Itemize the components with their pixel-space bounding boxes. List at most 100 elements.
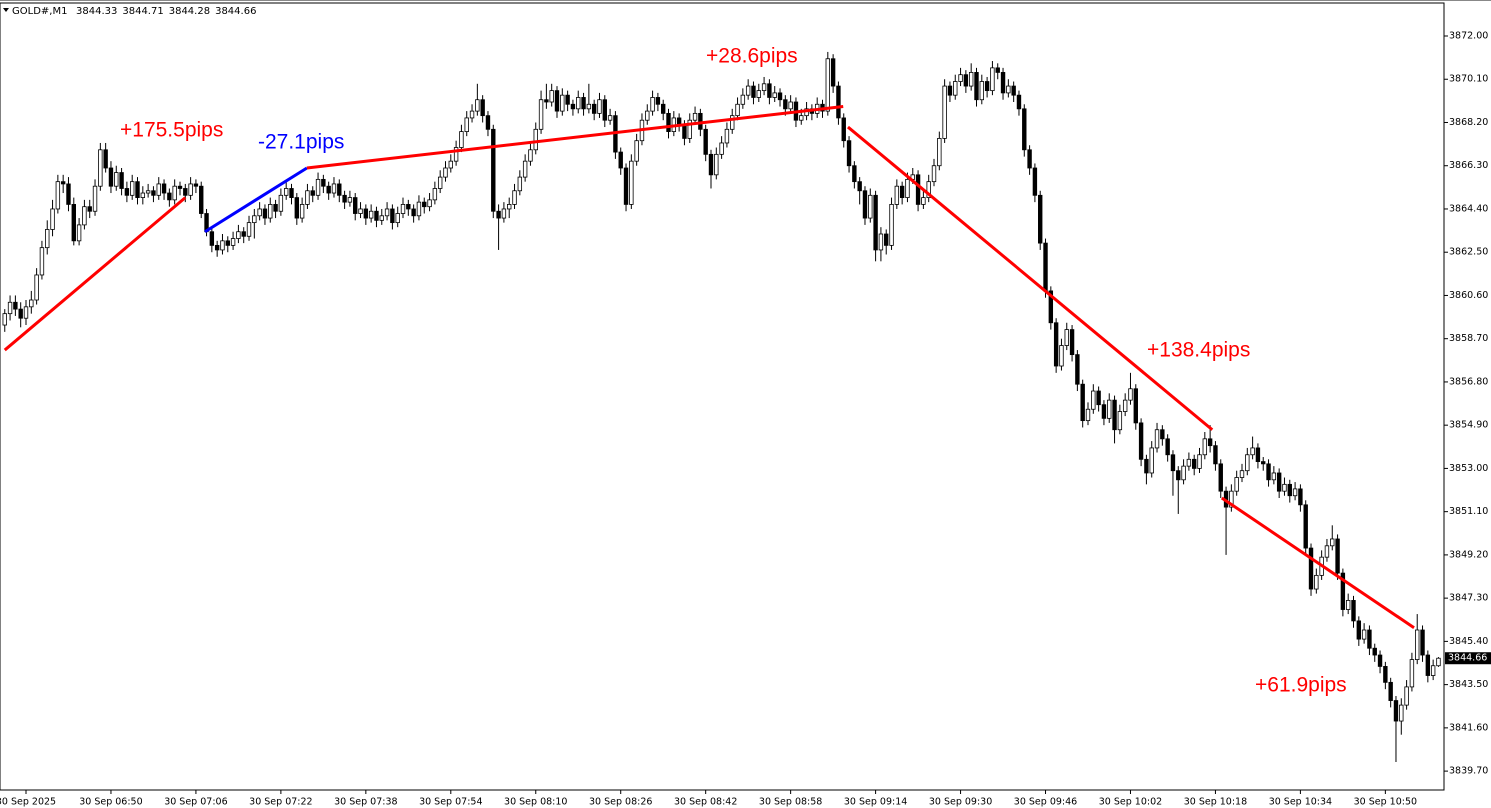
candle-body	[416, 201, 422, 217]
candle-body	[480, 99, 485, 117]
candle-body	[984, 81, 990, 92]
candle-body	[772, 92, 777, 98]
candle-body	[321, 178, 326, 187]
candle-body	[576, 97, 581, 110]
candle-body	[13, 301, 18, 310]
candle-body	[1000, 72, 1006, 94]
candle-body	[751, 85, 756, 98]
candle-body	[937, 138, 942, 167]
candle-body	[512, 190, 517, 205]
candle-body	[50, 208, 55, 230]
candle-body	[1053, 322, 1059, 367]
candle-body	[682, 124, 687, 139]
candle-body	[283, 188, 289, 196]
candle-body	[66, 183, 71, 205]
candle-body	[554, 90, 560, 112]
candle-body	[76, 224, 82, 242]
candle-body	[1245, 454, 1250, 472]
candle-body	[1213, 445, 1218, 465]
candle-body	[1314, 574, 1319, 590]
candle-body	[1330, 538, 1335, 547]
candle-body	[761, 83, 767, 92]
candle-body	[565, 94, 570, 105]
x-tick-label: 30 Sep 08:58	[759, 797, 822, 808]
candle-body	[98, 149, 103, 187]
x-tick-label: 30 Sep 2025	[0, 797, 56, 808]
candle-body	[1080, 383, 1085, 422]
candle-body	[618, 151, 623, 169]
candle-body	[1117, 411, 1123, 431]
candle-body	[1388, 681, 1393, 701]
candle-body	[931, 165, 937, 183]
candle-body	[437, 176, 443, 189]
candle-body	[830, 58, 836, 87]
candle-body	[953, 81, 958, 96]
candle-body	[1367, 629, 1372, 649]
candle-body	[29, 299, 34, 308]
candle-body	[1133, 388, 1138, 424]
candle-body	[756, 90, 761, 98]
candle-body	[161, 183, 167, 194]
candle-body	[1404, 686, 1409, 706]
candle-body	[390, 208, 395, 224]
candle-body	[899, 185, 905, 198]
candle-body	[586, 103, 592, 110]
candle-body	[1340, 572, 1346, 610]
candle-body	[1006, 85, 1011, 94]
candle-body	[289, 188, 294, 198]
candle-body	[607, 115, 613, 121]
candle-body	[1192, 458, 1197, 469]
candle-body	[538, 99, 544, 130]
candle-body	[1409, 659, 1415, 688]
candle-body	[34, 274, 39, 301]
candle-body	[103, 149, 108, 169]
candle-body	[841, 117, 846, 142]
candle-body	[1202, 438, 1208, 456]
candle-body	[661, 103, 666, 114]
candle-body	[374, 210, 379, 221]
candle-body	[857, 181, 862, 192]
candle-body	[23, 306, 29, 319]
candle-body	[55, 181, 61, 210]
trendline-label: +138.4pips	[1147, 339, 1250, 362]
y-tick-label: 3853.00	[1449, 463, 1488, 474]
symbol-menu-arrow[interactable]	[3, 8, 9, 12]
candle-body	[1011, 85, 1016, 96]
candle-body	[151, 190, 156, 196]
x-tick-label: 30 Sep 09:30	[929, 797, 992, 808]
candle-body	[87, 206, 92, 212]
candle-body	[1351, 600, 1356, 622]
candle-body	[735, 103, 740, 117]
candle-body	[384, 208, 390, 217]
trendline	[847, 125, 1214, 431]
candle-body	[645, 110, 650, 121]
candle-body	[273, 204, 278, 212]
axes: 3872.00 3870.10 3868.20 3866.30 3864.40 3862.…	[0, 31, 1491, 808]
price-tag: 3844.66	[1448, 653, 1487, 664]
candle-body	[570, 103, 576, 110]
candle-body	[315, 178, 321, 196]
candle-body	[7, 301, 13, 315]
candle-body	[507, 204, 512, 210]
candle-body	[1122, 399, 1128, 412]
candle-body	[889, 204, 894, 246]
candle-body	[1048, 290, 1054, 324]
candle-body	[1085, 408, 1091, 422]
candle-body	[501, 208, 507, 219]
candle-body	[60, 181, 66, 185]
candle-body	[1276, 472, 1282, 492]
candle-body	[1059, 345, 1064, 367]
candle-body	[1308, 547, 1314, 590]
candle-body	[873, 194, 878, 251]
candle-body	[894, 185, 900, 205]
candle-body	[326, 185, 331, 194]
candle-body	[188, 183, 193, 196]
y-tick-label: 3847.30	[1449, 593, 1488, 604]
candle-body	[172, 185, 177, 201]
candle-body	[1138, 422, 1144, 460]
candle-body	[1043, 242, 1048, 292]
candle-body	[767, 83, 772, 98]
candle-body	[1292, 488, 1298, 497]
price-tag-bg	[1445, 652, 1491, 665]
